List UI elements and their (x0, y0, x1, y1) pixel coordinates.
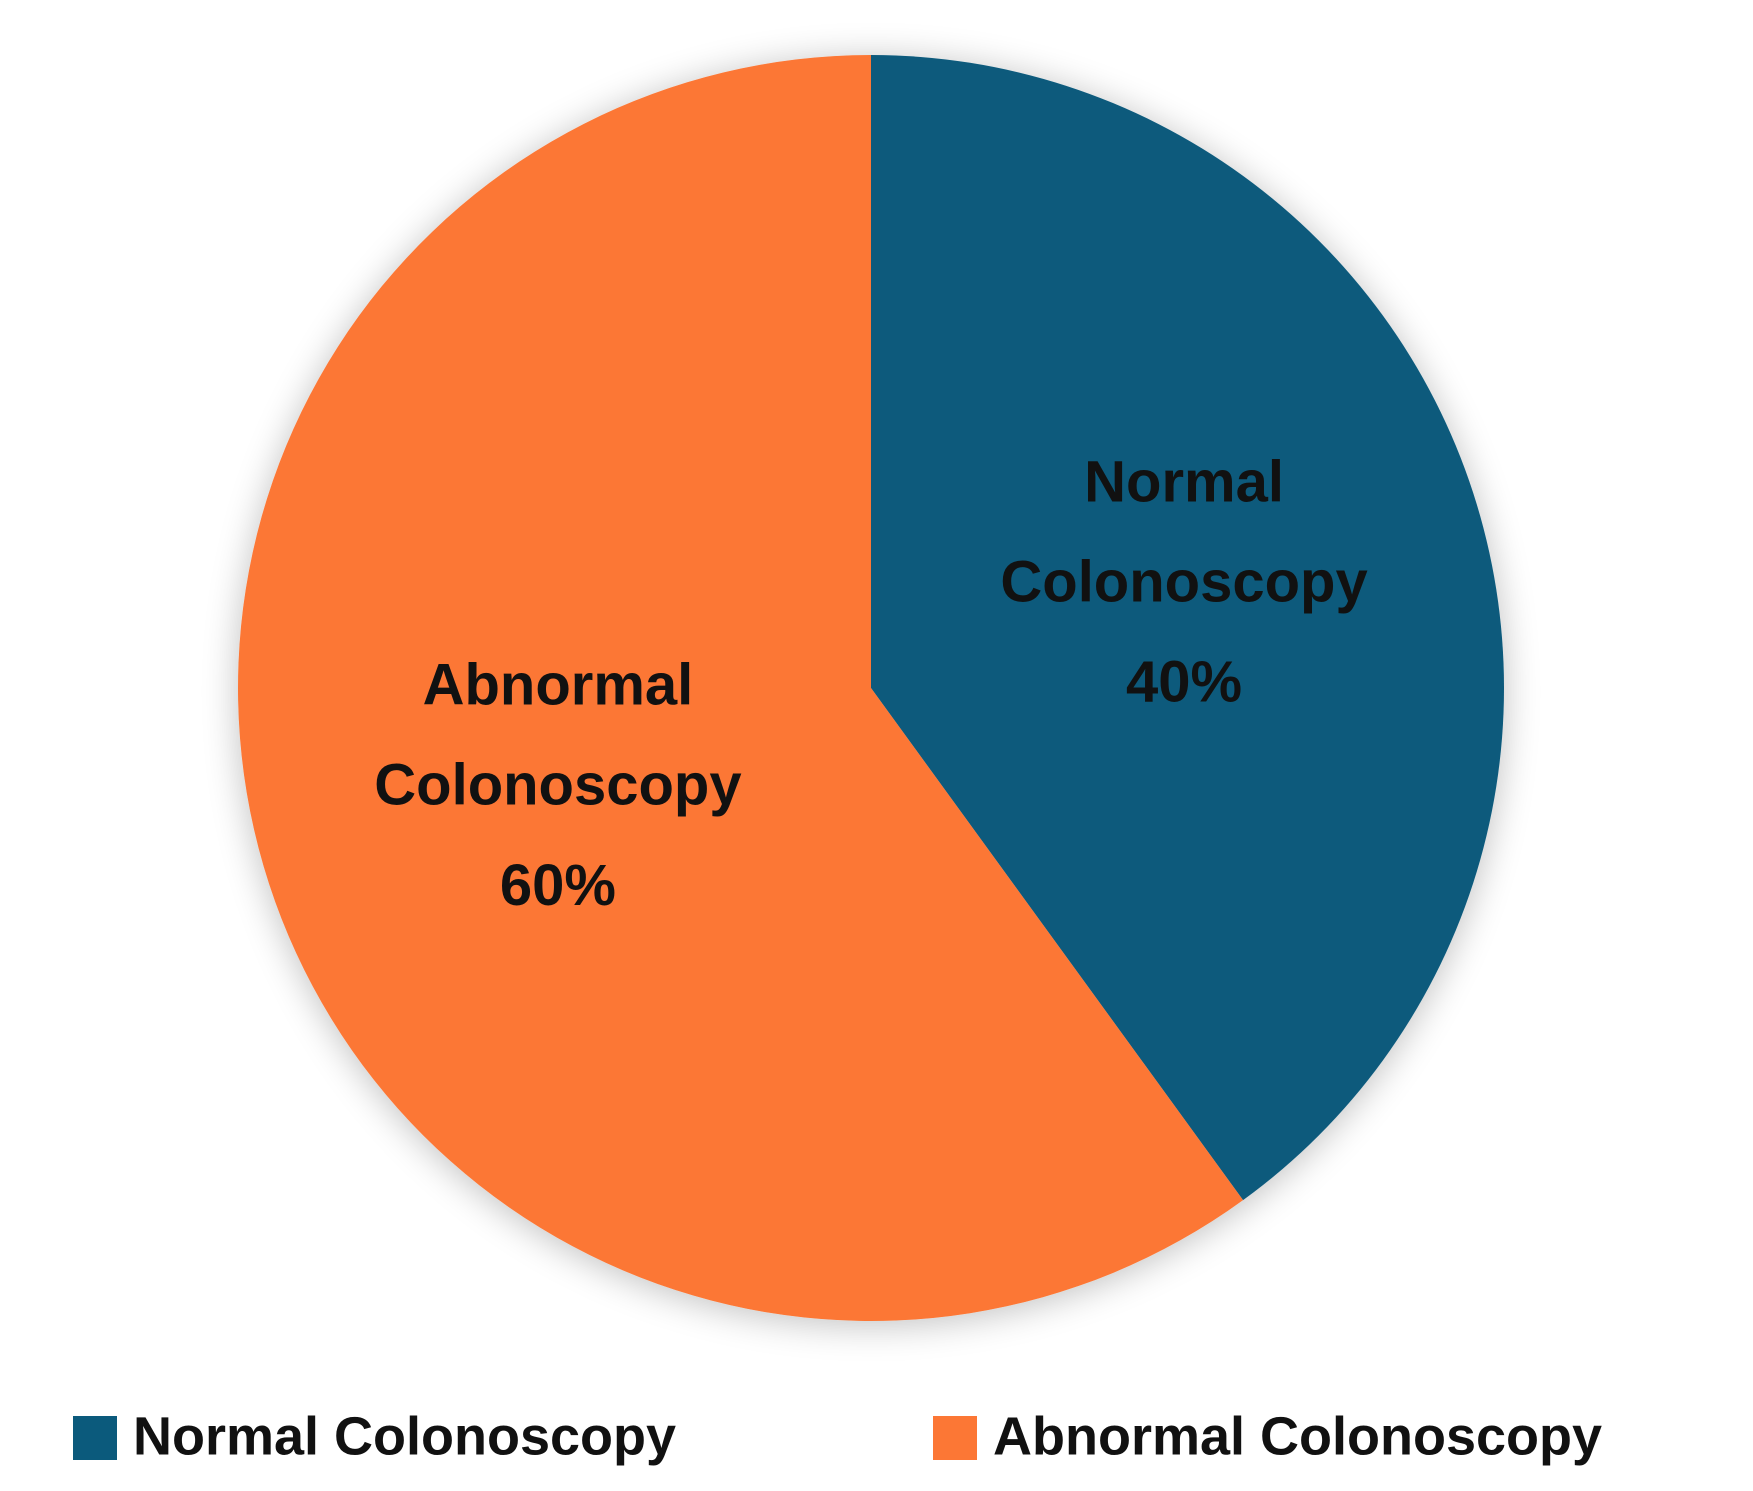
pie-slice (238, 55, 1244, 1321)
slice-label-word: Colonoscopy (374, 753, 741, 818)
slice-label: Abnormal Colonoscopy (374, 653, 741, 818)
pie-slice (871, 55, 1505, 1201)
legend-label: Abnormal Colonoscopy (993, 1406, 1602, 1466)
slice-value-label: 60% (500, 853, 616, 918)
legend-swatch (73, 1416, 117, 1460)
slice-value-label: 40% (1126, 650, 1242, 715)
slice-label-word: Colonoscopy (1000, 550, 1367, 615)
slice-label-word: Normal (1084, 450, 1284, 515)
slice-label-word: Abnormal (423, 653, 694, 718)
legend-label: Normal Colonoscopy (133, 1406, 676, 1466)
pie (238, 55, 1505, 1321)
slice-label: Normal Colonoscopy (1000, 450, 1367, 615)
legend-swatch (933, 1416, 977, 1460)
